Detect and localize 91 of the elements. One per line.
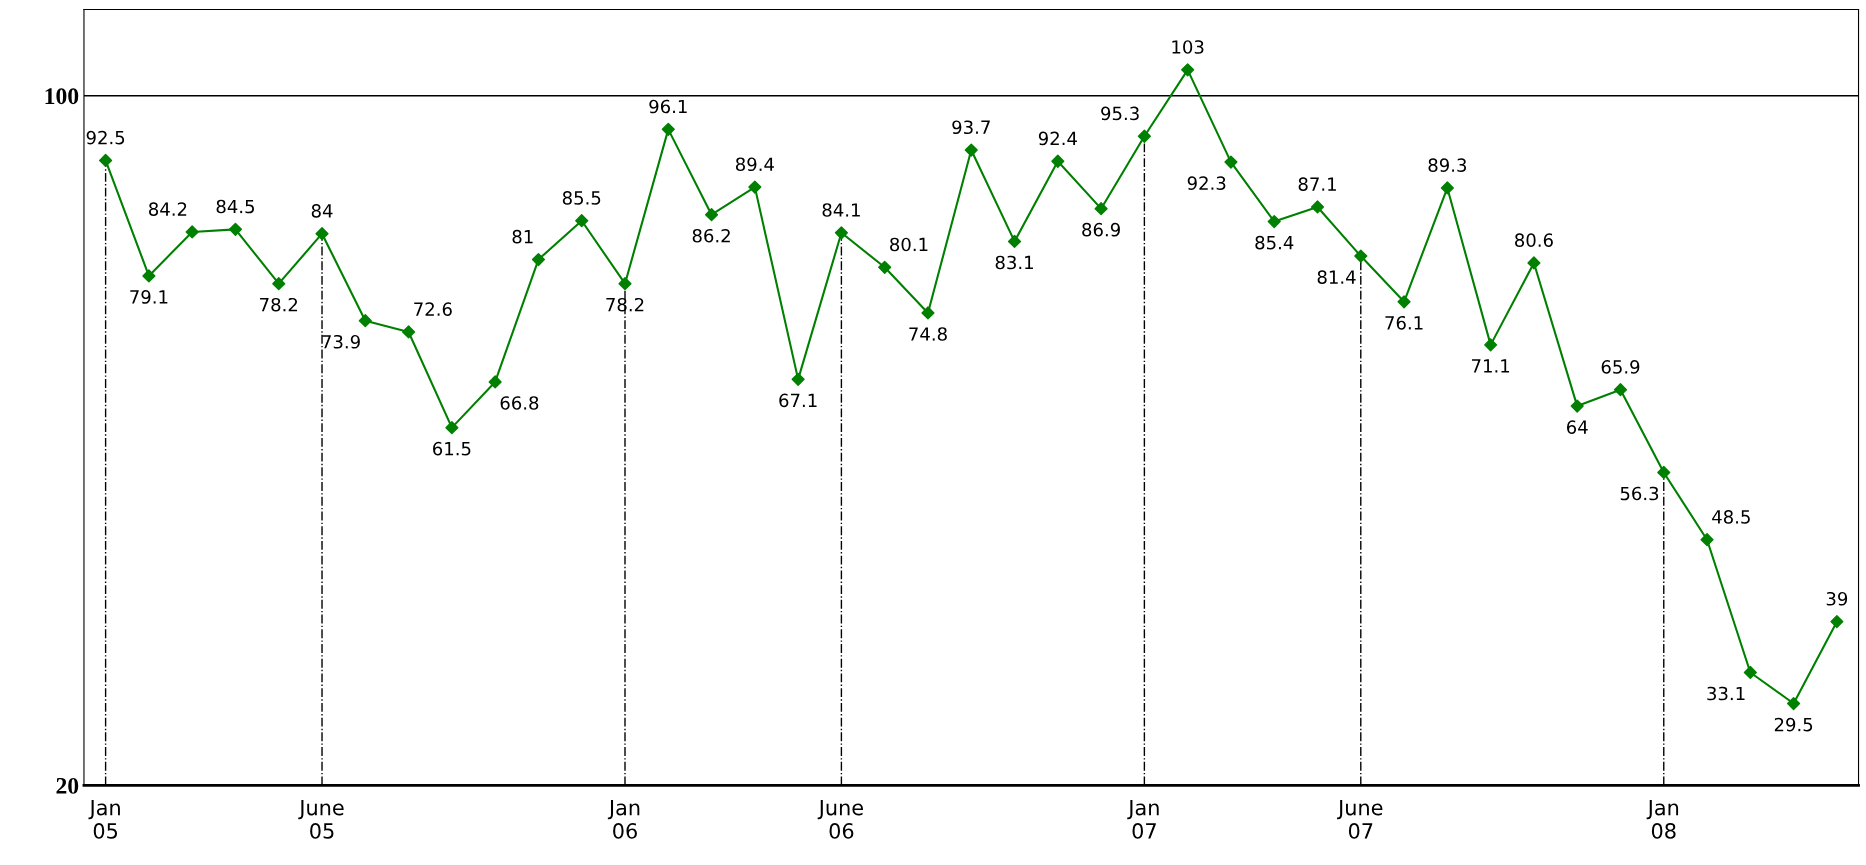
data-label: 73.9: [322, 334, 360, 349]
data-label: 84.2: [149, 202, 187, 216]
data-label: 89.3: [1428, 158, 1467, 172]
point: [748, 180, 762, 194]
data-label: 56.3: [1620, 486, 1659, 501]
point: [1484, 338, 1498, 352]
point: [1440, 181, 1454, 195]
x-tick-label: June 06: [817, 799, 863, 839]
data-label: 92.5: [86, 130, 125, 145]
data-label: 80.6: [1515, 233, 1553, 247]
x-tick-label: Jan 07: [1127, 799, 1159, 839]
point: [661, 122, 675, 136]
data-label: 84.5: [216, 199, 254, 214]
point: [1700, 533, 1714, 547]
point: [1657, 465, 1671, 480]
data-label: 72.6: [414, 302, 452, 316]
data-label: 48.5: [1712, 510, 1750, 524]
data-label: 103: [1172, 40, 1204, 54]
point: [878, 260, 892, 274]
point: [964, 143, 978, 157]
point: [618, 277, 632, 291]
data-label: 66.8: [500, 396, 539, 410]
data-label: 29.5: [1774, 717, 1813, 732]
data-label: 92.4: [1038, 131, 1077, 146]
point: [1137, 129, 1151, 143]
data-label: 71.1: [1472, 359, 1510, 373]
data-label: 33.1: [1707, 686, 1745, 701]
y-tick-label: 20: [56, 777, 79, 794]
point: [575, 214, 589, 228]
data-label: 93.7: [952, 120, 990, 135]
data-label: 84.1: [822, 203, 860, 217]
data-label: 96.1: [649, 99, 687, 114]
point: [1743, 665, 1757, 680]
data-label: 76.1: [1385, 315, 1423, 330]
data-label: 39: [1826, 591, 1848, 606]
data-label: 78.2: [260, 297, 298, 312]
data-label: 89.4: [735, 157, 774, 172]
point: [185, 225, 199, 239]
point: [358, 314, 372, 328]
x-tick-label: Jan 05: [88, 799, 120, 839]
x-tick-label: June 05: [298, 799, 344, 839]
data-label: 92.3: [1187, 176, 1226, 190]
point: [272, 277, 286, 291]
data-label: 86.9: [1082, 222, 1120, 237]
data-label: 85.5: [562, 191, 601, 205]
data-label: 86.2: [692, 228, 730, 243]
point: [704, 208, 719, 222]
point: [1354, 249, 1368, 263]
point: [1051, 154, 1065, 168]
data-label: 61.5: [433, 441, 471, 456]
data-label: 81: [512, 229, 533, 244]
y-tick-label: 100: [45, 88, 79, 105]
point: [142, 269, 156, 283]
point: [488, 375, 502, 389]
data-label: 81.4: [1317, 270, 1356, 284]
point: [1310, 200, 1325, 214]
point: [228, 222, 243, 236]
data-label: 67.1: [779, 393, 817, 408]
point: [1570, 399, 1584, 413]
point: [1830, 615, 1844, 629]
point: [1094, 202, 1108, 216]
point: [401, 325, 416, 339]
data-label: 80.1: [890, 237, 928, 252]
point: [1007, 234, 1022, 249]
point: [791, 372, 805, 386]
point: [1267, 215, 1281, 229]
data-label: 87.1: [1298, 177, 1336, 191]
data-label: 65.9: [1601, 360, 1640, 374]
x-tick-label: June 07: [1337, 799, 1383, 839]
point: [531, 252, 546, 267]
point: [315, 227, 329, 241]
data-label: 74.8: [909, 327, 947, 341]
point: [1527, 256, 1541, 270]
point: [834, 226, 848, 240]
data-label: 85.4: [1255, 235, 1294, 250]
data-label: 64: [1566, 420, 1588, 434]
data-label: 78.2: [606, 297, 644, 312]
data-label: 84: [311, 204, 333, 218]
point: [1613, 383, 1628, 397]
data-label: 79.1: [130, 290, 168, 304]
point: [1224, 155, 1238, 169]
point: [1787, 696, 1801, 711]
point: [445, 421, 459, 435]
data-label: 83.1: [995, 255, 1033, 270]
point: [1181, 63, 1195, 77]
point: [921, 306, 935, 320]
data-label: 95.3: [1101, 106, 1139, 121]
x-tick-label: Jan 06: [607, 799, 640, 839]
x-tick-label: Jan 08: [1646, 799, 1679, 839]
point: [99, 153, 113, 167]
point: [1397, 295, 1411, 309]
